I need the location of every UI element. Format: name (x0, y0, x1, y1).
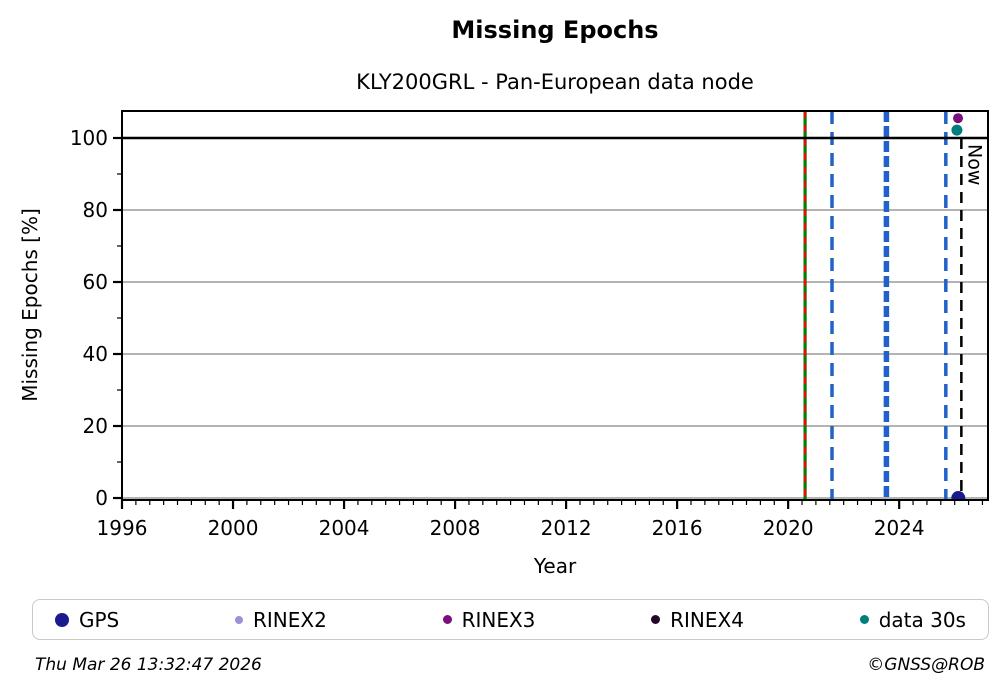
x-tick-label: 2024 (874, 516, 925, 540)
x-axis-label: Year (533, 554, 577, 578)
legend-dot-icon (859, 615, 869, 624)
legend-label: RINEX2 (253, 607, 327, 632)
timestamp: Thu Mar 26 13:32:47 2026 (35, 655, 262, 675)
legend-item-rinex2: RINEX2 (235, 608, 327, 632)
y-tick-label: 60 (83, 270, 108, 294)
x-tick-label: 1996 (97, 516, 148, 540)
legend-item-rinex3: RINEX3 (442, 607, 536, 632)
y-tick-label: 40 (83, 342, 108, 366)
data-point-rinex3 (953, 113, 964, 124)
data-point-gps (951, 491, 966, 500)
legend-dot-icon (651, 615, 661, 624)
legend-item-gps: GPS (55, 608, 119, 632)
credit: ©GNSS@ROB (867, 655, 985, 675)
x-tick-label: 2012 (541, 516, 592, 540)
legend-label: RINEX4 (670, 607, 744, 632)
now-label: Now (963, 144, 985, 185)
legend-item-rinex4: RINEX4 (651, 608, 744, 632)
x-tick-label: 2000 (208, 516, 259, 540)
x-tick-label: 2008 (430, 516, 481, 540)
legend-item-data-30s: data 30s (859, 607, 966, 632)
legend-dot-icon (55, 612, 69, 627)
legend-label: data 30s (878, 607, 966, 632)
chart-subtitle: KLY200GRL - Pan-European data node (356, 70, 754, 94)
legend: GPS RINEX2 RINEX3 RINEX4 data 30s (32, 599, 989, 640)
legend-dot-icon (235, 615, 243, 624)
x-tick-label: 2020 (763, 516, 814, 540)
legend-label: RINEX3 (461, 607, 536, 632)
y-tick-label: 20 (83, 414, 108, 438)
x-tick-label: 2004 (319, 516, 370, 540)
y-tick-label: 80 (83, 198, 108, 222)
x-tick-label: 2016 (652, 516, 703, 540)
y-tick-label: 0 (95, 486, 108, 510)
legend-label: GPS (79, 607, 120, 632)
y-tick-label: 100 (70, 126, 108, 150)
chart-title: Missing Epochs (451, 16, 659, 44)
legend-dot-icon (442, 615, 452, 624)
data-point-data-30s (951, 124, 963, 136)
plot-border (121, 110, 989, 501)
